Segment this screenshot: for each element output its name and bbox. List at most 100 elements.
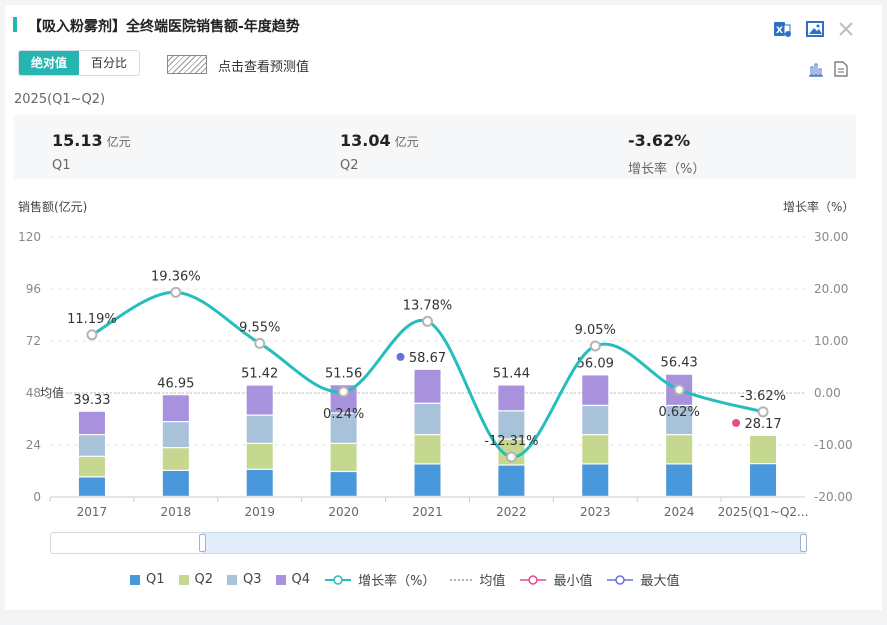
bar-chart-icon[interactable] bbox=[806, 59, 826, 79]
bar-q3-2024 bbox=[666, 406, 693, 435]
bar-q3-2022 bbox=[498, 411, 525, 439]
growth-label: 9.55% bbox=[239, 320, 280, 335]
growth-point bbox=[757, 406, 769, 418]
legend-q1-label: Q1 bbox=[146, 572, 165, 587]
bar-q3-2020 bbox=[330, 413, 357, 443]
y2-tick-label: -10.00 bbox=[814, 438, 853, 452]
bar-total-label: 51.56 bbox=[325, 366, 362, 381]
forecast-toggle-label[interactable]: 点击查看预测值 bbox=[218, 60, 310, 75]
zoom-handle-left[interactable] bbox=[199, 534, 206, 552]
legend-q1[interactable]: Q1 bbox=[130, 572, 165, 587]
value-mode-toggle: 绝对值 百分比 bbox=[18, 50, 141, 76]
growth-point bbox=[505, 451, 517, 463]
x-tick-label: 2018 bbox=[161, 505, 192, 519]
absolute-value-tab[interactable]: 绝对值 bbox=[19, 51, 80, 75]
x-tick-label: 2020 bbox=[328, 505, 359, 519]
legend-growth-label: 增长率（%） bbox=[358, 574, 436, 589]
bar-q2-2018 bbox=[162, 448, 189, 470]
bar-q2-2017 bbox=[78, 456, 105, 477]
legend-q2-label: Q2 bbox=[194, 572, 214, 587]
bar-q4-2021 bbox=[414, 369, 441, 403]
growth-label: -3.62% bbox=[740, 389, 786, 404]
growth-point bbox=[673, 384, 685, 396]
min-marker bbox=[732, 418, 741, 427]
bar-q4-2018 bbox=[162, 395, 189, 422]
bar-total-label: 39.33 bbox=[73, 393, 110, 408]
legend-average-dash-icon bbox=[450, 578, 473, 581]
x-tick-label: 2021 bbox=[412, 505, 443, 519]
legend-average[interactable]: 均值 bbox=[449, 570, 505, 589]
growth-point bbox=[338, 386, 350, 398]
y-tick-label: 96 bbox=[26, 282, 41, 296]
legend-min[interactable]: 最小值 bbox=[519, 570, 592, 589]
bar-q3-2023 bbox=[582, 406, 609, 435]
bar-q3-2019 bbox=[246, 415, 273, 443]
bar-q4-2019 bbox=[246, 385, 273, 415]
bar-q4-2017 bbox=[78, 411, 105, 435]
svg-text:X: X bbox=[776, 26, 783, 36]
kpi-summary bbox=[14, 115, 856, 179]
bar-total-label: 58.67 bbox=[409, 351, 446, 366]
legend-max-icon bbox=[607, 574, 634, 585]
legend-q2-swatch bbox=[178, 574, 189, 585]
period-label: 2025(Q1~Q2) bbox=[14, 92, 106, 107]
close-icon[interactable] bbox=[836, 19, 856, 39]
bar-q1-2017 bbox=[78, 477, 105, 496]
growth-label: -12.31% bbox=[484, 434, 538, 449]
kpi-q2-unit: 亿元 bbox=[394, 135, 419, 149]
kpi-q2-value: 13.04 bbox=[340, 131, 391, 150]
y-tick-label: 72 bbox=[26, 334, 41, 348]
y2-tick-label: 20.00 bbox=[814, 282, 848, 296]
bar-q1-2020 bbox=[330, 472, 357, 496]
legend-q3[interactable]: Q3 bbox=[227, 572, 262, 587]
bar-q1-2021 bbox=[414, 464, 441, 496]
legend-q3-swatch bbox=[227, 574, 238, 585]
legend-q4-label: Q4 bbox=[291, 572, 311, 587]
legend-growth[interactable]: 增长率（%） bbox=[324, 570, 435, 589]
left-axis-title: 销售额(亿元) bbox=[18, 200, 88, 214]
average-label: 均值 bbox=[40, 385, 64, 400]
kpi-growth-value: -3.62% bbox=[628, 131, 691, 150]
bar-q2-2021 bbox=[414, 435, 441, 464]
kpi-q2: 13.04 亿元 bbox=[340, 131, 419, 150]
y2-tick-label: 10.00 bbox=[814, 334, 848, 348]
bar-total-label: 51.42 bbox=[241, 367, 278, 382]
right-axis-title: 增长率（%） bbox=[783, 200, 855, 214]
chart-card bbox=[5, 5, 882, 610]
bar-q2-2025Q1Q2 bbox=[750, 435, 777, 464]
legend-max-label: 最大值 bbox=[640, 574, 680, 589]
bar-total-label: 56.09 bbox=[577, 356, 614, 371]
bar-q3-2018 bbox=[162, 422, 189, 448]
zoom-slider-window[interactable] bbox=[202, 532, 806, 554]
growth-line bbox=[91, 290, 764, 459]
kpi-q1: 15.13 亿元 bbox=[52, 131, 131, 150]
bar-q4-2022 bbox=[498, 385, 525, 411]
growth-label: 0.24% bbox=[323, 407, 364, 422]
zoom-handle-right[interactable] bbox=[800, 534, 807, 552]
kpi-q2-label: Q2 bbox=[340, 158, 359, 173]
percent-tab[interactable]: 百分比 bbox=[79, 51, 140, 75]
growth-point bbox=[170, 286, 182, 298]
legend-min-label: 最小值 bbox=[553, 574, 593, 589]
bar-q1-2019 bbox=[246, 469, 273, 496]
bar-q1-2018 bbox=[162, 471, 189, 496]
bar-q1-2022 bbox=[498, 465, 525, 496]
bar-q4-2023 bbox=[582, 375, 609, 405]
legend-q4[interactable]: Q4 bbox=[275, 572, 311, 587]
legend-average-label: 均值 bbox=[479, 574, 506, 589]
x-tick-label: 2017 bbox=[77, 505, 108, 519]
legend-max[interactable]: 最大值 bbox=[606, 570, 679, 589]
legend-min-icon bbox=[520, 574, 547, 585]
legend-q2[interactable]: Q2 bbox=[178, 572, 214, 587]
image-icon[interactable] bbox=[805, 19, 825, 39]
x-tick-label: 2024 bbox=[664, 505, 695, 519]
bar-q2-2020 bbox=[330, 443, 357, 471]
x-tick-label: 2022 bbox=[496, 505, 527, 519]
forecast-pattern-swatch[interactable] bbox=[167, 55, 207, 74]
excel-icon[interactable]: X bbox=[772, 19, 792, 39]
bar-total-label: 46.95 bbox=[157, 376, 194, 391]
kpi-growth-label: 增长率（%） bbox=[628, 162, 706, 177]
bar-total-label: 56.43 bbox=[661, 356, 698, 371]
table-icon[interactable] bbox=[831, 59, 851, 79]
growth-label: 9.05% bbox=[575, 323, 616, 338]
